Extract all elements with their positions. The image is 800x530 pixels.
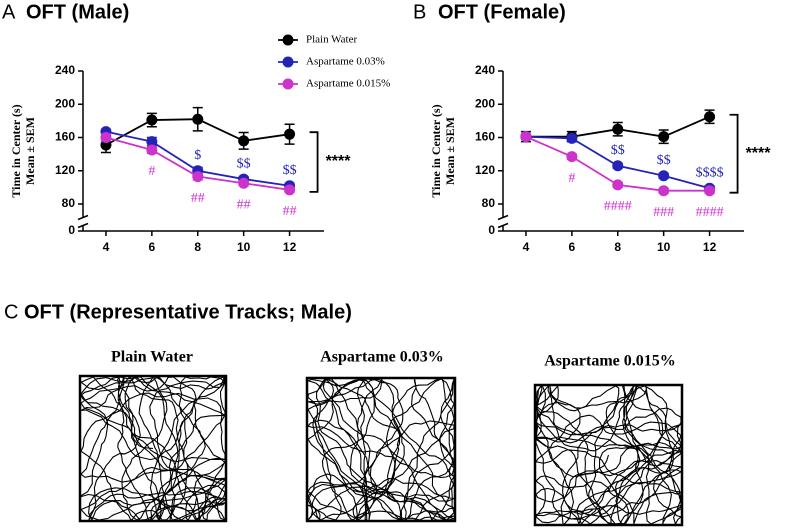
data-point (658, 170, 670, 182)
track-label: Plain Water (111, 349, 193, 366)
x-tick-label: 8 (194, 240, 201, 254)
y-tick-label: 240 (55, 63, 75, 77)
data-point (612, 123, 624, 135)
significance-label: **** (326, 153, 352, 170)
x-tick-label: 12 (703, 240, 717, 254)
chart-title: OFT (Male) (26, 1, 129, 23)
y-tick-label: 200 (55, 96, 75, 110)
x-tick-label: 6 (569, 240, 576, 254)
y-axis-label: Time in Center (s) (9, 104, 23, 197)
data-point (520, 131, 532, 143)
track-path (306, 378, 457, 522)
significance-label: #### (696, 205, 724, 220)
panel-label: B (413, 1, 426, 23)
significance-label: ## (283, 204, 297, 219)
data-point (146, 144, 158, 156)
y-tick-label: 160 (55, 130, 75, 144)
y-tick-label: 200 (475, 96, 495, 110)
panel-title: OFT (Representative Tracks; Male) (24, 301, 352, 323)
y-tick-label: 120 (475, 163, 495, 177)
data-point (704, 185, 716, 197)
y-tick-label: 0 (488, 223, 495, 237)
y-tick-label: 80 (482, 196, 496, 210)
data-point (284, 128, 296, 140)
legend-label: Aspartame 0.015% (306, 78, 390, 90)
significance-label: #### (604, 199, 632, 214)
y-axis-label: Time in Center (s) (429, 104, 443, 197)
x-tick-label: 4 (103, 240, 110, 254)
axis-break (497, 222, 509, 229)
y-tick-label: 80 (62, 196, 76, 210)
x-tick-label: 4 (523, 240, 530, 254)
track-label: Aspartame 0.03% (320, 349, 444, 366)
significance-label: ## (191, 191, 205, 206)
panel-label: C (4, 301, 18, 323)
significance-label: ### (653, 205, 674, 220)
significance-label: $$ (237, 156, 251, 171)
significance-label: $ (194, 148, 201, 163)
significance-bracket (309, 131, 319, 193)
significance-bracket (729, 113, 739, 194)
data-point (146, 136, 158, 148)
legend-label: Aspartame 0.03% (306, 56, 385, 68)
data-point (238, 135, 250, 147)
data-point (566, 132, 578, 144)
legend-label: Plain Water (306, 34, 357, 46)
panel-label: A (2, 1, 16, 23)
x-tick-label: 6 (149, 240, 156, 254)
significance-label: $$ (611, 143, 625, 158)
y-tick-label: 120 (55, 163, 75, 177)
data-point (704, 111, 716, 123)
track-path (534, 384, 683, 526)
significance-label: $$ (657, 153, 671, 168)
x-tick-label: 10 (237, 240, 251, 254)
data-point (658, 185, 670, 197)
data-point (284, 184, 296, 196)
y-tick-label: 0 (68, 223, 75, 237)
significance-label: **** (746, 145, 772, 162)
legend-marker (282, 34, 294, 46)
y-axis-label: Mean ± SEM (23, 117, 37, 185)
significance-label: $$$$ (696, 165, 724, 180)
y-tick-label: 240 (475, 63, 495, 77)
data-point (100, 132, 112, 143)
data-point (612, 160, 624, 172)
data-point (238, 177, 250, 189)
significance-label: # (568, 171, 575, 186)
data-point (566, 151, 578, 163)
significance-label: # (148, 164, 155, 179)
significance-label: ## (237, 197, 251, 212)
track-label: Aspartame 0.015% (544, 353, 676, 370)
y-axis-label: Mean ± SEM (443, 117, 457, 185)
axis-break (497, 214, 509, 221)
chart-title: OFT (Female) (438, 1, 566, 23)
legend-marker (282, 56, 294, 68)
significance-label: $$ (283, 163, 297, 178)
x-tick-label: 12 (283, 240, 297, 254)
track-path (79, 375, 227, 522)
x-tick-label: 8 (614, 240, 621, 254)
data-point (192, 113, 204, 125)
axis-break (77, 214, 89, 221)
data-point (612, 179, 624, 191)
axis-break (77, 222, 89, 229)
legend-marker (282, 78, 294, 90)
data-point (146, 114, 158, 126)
track-images (78, 374, 684, 527)
data-point (658, 131, 670, 143)
y-tick-label: 160 (475, 130, 495, 144)
x-tick-label: 10 (657, 240, 671, 254)
data-point (192, 171, 204, 183)
